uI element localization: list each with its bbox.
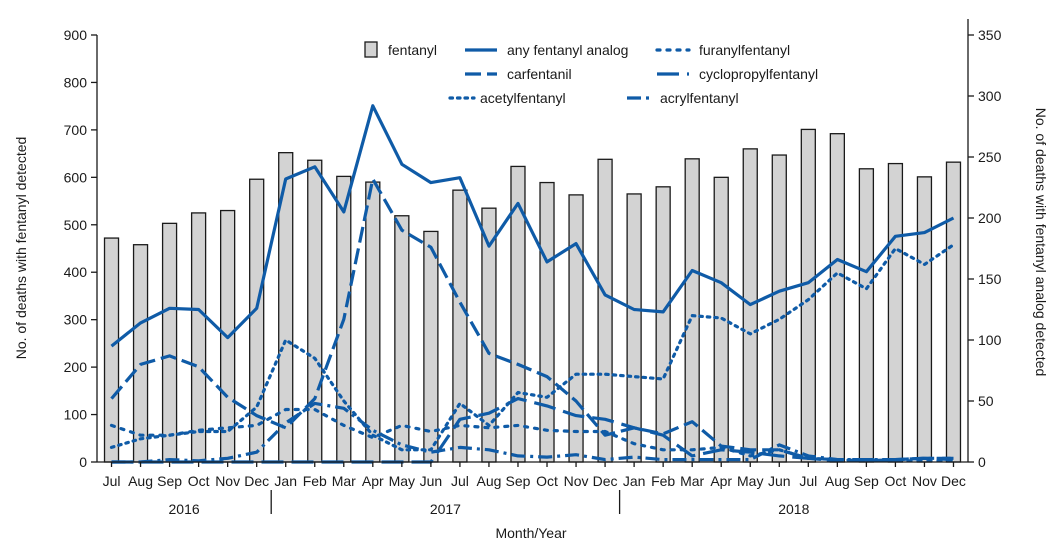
right-axis-tick-label: 100 [978, 332, 1002, 348]
series-line-carfentanil [110, 177, 954, 463]
x-axis-year-label: 2018 [778, 501, 809, 517]
x-axis-month-label: May [389, 473, 415, 489]
x-axis-month-label: Aug [128, 473, 153, 489]
bar-fentanyl [684, 158, 700, 463]
x-axis-month-label: Aug [825, 473, 850, 489]
right-axis-title: No. of deaths with fentanyl analog detec… [1033, 108, 1049, 377]
x-axis-month-label: May [737, 473, 763, 489]
legend-label-carfentanil: carfentanil [507, 66, 572, 82]
x-axis-month-label: Jun [768, 473, 791, 489]
right-axis-tick-label: 300 [978, 88, 1002, 104]
bar-fentanyl [190, 212, 207, 463]
x-axis-title: Month/Year [495, 525, 566, 541]
series-line-acetylfentanyl [109, 243, 956, 452]
bar-fentanyl [423, 230, 439, 463]
x-axis-month-label: Sep [506, 473, 531, 489]
x-axis-month-label: Mar [332, 473, 356, 489]
left-axis-tick-label: 800 [64, 74, 88, 90]
bar-fentanyl [103, 237, 120, 463]
x-axis-month-label: Nov [215, 473, 240, 489]
x-axis-month-label: Oct [188, 473, 210, 489]
series-line-any-fentanyl-analog [110, 104, 955, 348]
bar-series [103, 128, 962, 463]
right-axis-tick-label: 250 [978, 149, 1002, 165]
left-axis-tick-label: 300 [64, 312, 88, 328]
left-axis-tick-label: 500 [64, 217, 88, 233]
x-axis-month-label: Dec [593, 473, 618, 489]
bar-fentanyl [626, 193, 642, 463]
x-axis-month-label: Jul [451, 473, 469, 489]
bar-fentanyl [887, 162, 904, 463]
left-axis-tick-label: 600 [64, 169, 88, 185]
right-axis-tick-label: 200 [978, 210, 1002, 226]
x-axis-month-label: Jun [420, 473, 443, 489]
bar-fentanyl [655, 186, 671, 463]
legend-label-fentanyl: fentanyl [388, 42, 437, 58]
left-axis-tick-label: 0 [79, 454, 87, 470]
x-axis-month-label: Mar [680, 473, 704, 489]
x-axis-month-label: Nov [912, 473, 937, 489]
x-axis-month-label: Apr [710, 473, 732, 489]
legend-label-acetylfentanyl: acetylfentanyl [480, 90, 566, 106]
bar-fentanyl [539, 181, 555, 463]
bar-fentanyl [858, 168, 875, 463]
bar-fentanyl [161, 222, 178, 463]
legend-label-furanylfentanyl: furanylfentanyl [699, 42, 790, 58]
x-axis-month-label: Feb [651, 473, 675, 489]
x-axis-month-label: Sep [157, 473, 182, 489]
bar-fentanyl [568, 194, 584, 463]
x-axis-year-label: 2017 [430, 501, 461, 517]
legend-label-any-fentanyl-analog: any fentanyl analog [507, 42, 628, 58]
right-axis-tick-label: 350 [978, 27, 1002, 43]
x-axis-month-label: Sep [854, 473, 879, 489]
bar-fentanyl [771, 154, 787, 463]
x-axis-month-label: Feb [303, 473, 327, 489]
x-axis-month-label: Nov [564, 473, 589, 489]
legend-label-cyclopropylfentanyl: cyclopropylfentanyl [699, 66, 818, 82]
legend-label-acrylfentanyl: acrylfentanyl [660, 90, 739, 106]
bar-fentanyl [945, 161, 962, 463]
bar-fentanyl [132, 244, 149, 463]
left-axis-title: No. of deaths with fentanyl detected [13, 137, 29, 360]
bar-fentanyl [597, 158, 613, 463]
x-axis-month-label: Jan [623, 473, 646, 489]
line-series-group [109, 104, 956, 464]
left-axis-tick-label: 400 [64, 264, 88, 280]
right-axis-tick-label: 50 [978, 393, 994, 409]
bar-fentanyl [307, 159, 323, 463]
x-axis-month-label: Jul [103, 473, 121, 489]
series-line-acrylfentanyl [111, 401, 954, 464]
axes: 0 100 200 300 400 500 600 700 800 900 0 50 100 150 200… [64, 19, 1002, 517]
left-axis-tick-label: 100 [64, 407, 88, 423]
right-axis-tick-label: 0 [978, 454, 986, 470]
series-line-cyclopropylfentanyl [111, 397, 954, 464]
left-axis-tick-label: 900 [64, 27, 88, 43]
bar-fentanyl [365, 181, 381, 463]
x-axis-month-label: Dec [941, 473, 966, 489]
legend: fentanyl any fentanyl analog carfentanil ac… [364, 41, 818, 106]
legend-swatch-fentanyl [364, 41, 378, 58]
left-axis-tick-label: 700 [64, 122, 88, 138]
left-axis-tick-label: 200 [64, 359, 88, 375]
x-axis-month-label: Jan [274, 473, 297, 489]
right-axis-tick-label: 150 [978, 271, 1002, 287]
series-line-furanylfentanyl [109, 407, 956, 463]
x-axis-month-label: Aug [476, 473, 501, 489]
bar-fentanyl [916, 176, 933, 463]
x-axis-year-label: 2016 [169, 501, 200, 517]
x-axis-month-label: Oct [885, 473, 907, 489]
x-axis-month-label: Oct [536, 473, 558, 489]
x-axis-month-label: Dec [244, 473, 269, 489]
bar-fentanyl [829, 133, 845, 463]
bar-fentanyl [249, 178, 265, 463]
x-axis-month-label: Jul [799, 473, 817, 489]
x-axis-month-label: Apr [362, 473, 384, 489]
